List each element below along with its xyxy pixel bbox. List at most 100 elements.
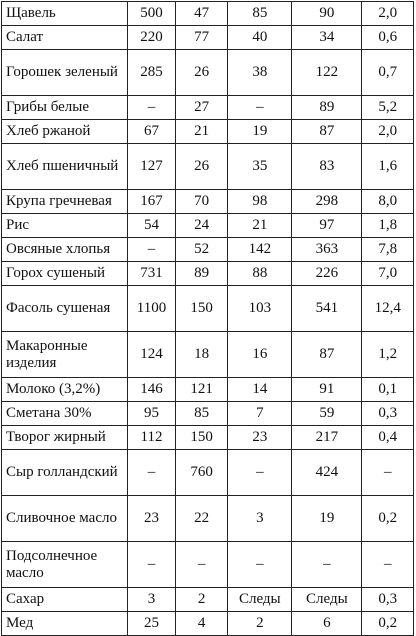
value-cell: 7 (227, 401, 293, 426)
value-cell: – (127, 449, 176, 496)
value-cell: 85 (227, 1, 293, 26)
product-name-cell: Грибы белые (0, 95, 129, 120)
value-cell: 89 (174, 261, 229, 286)
value-cell: 21 (227, 213, 293, 238)
product-name-cell: Сливочное масло (0, 495, 129, 542)
product-name-cell: Хлеб ржаной (0, 119, 129, 144)
value-cell: 14 (227, 377, 293, 402)
value-cell: 97 (291, 213, 363, 238)
table-row: Сахар 3 2 Следы Следы 0,3 (0, 587, 414, 612)
value-cell: 87 (291, 331, 363, 378)
value-cell: 2 (174, 587, 229, 612)
value-cell: 500 (127, 1, 176, 26)
value-cell: 3 (227, 495, 293, 542)
product-name-cell: Сахар (0, 587, 129, 612)
value-cell: 363 (291, 237, 363, 262)
value-cell: 21 (174, 119, 229, 144)
value-cell: 26 (174, 143, 229, 190)
value-cell: 54 (127, 213, 176, 238)
value-cell: Следы (291, 587, 363, 612)
value-cell: 0,4 (361, 425, 414, 450)
value-cell: – (127, 237, 176, 262)
value-cell: 7,8 (361, 237, 414, 262)
value-cell: 23 (227, 425, 293, 450)
value-cell: 52 (174, 237, 229, 262)
value-cell: Следы (227, 587, 293, 612)
table-row: Мед 25 4 2 6 0,2 (0, 611, 414, 636)
value-cell: 85 (174, 401, 229, 426)
value-cell: 38 (227, 49, 293, 96)
value-cell: 70 (174, 189, 229, 214)
product-name-cell: Рис (0, 213, 129, 238)
value-cell: 1100 (127, 285, 176, 332)
value-cell: – (174, 541, 229, 588)
value-cell: – (227, 449, 293, 496)
product-name-cell: Хлеб пшеничный (0, 143, 129, 190)
value-cell: 98 (227, 189, 293, 214)
product-name-cell: Мед (0, 611, 129, 636)
value-cell: – (227, 541, 293, 588)
value-cell: 285 (127, 49, 176, 96)
value-cell: 2 (227, 611, 293, 636)
table-row: Хлеб ржаной 67 21 19 87 2,0 (0, 119, 414, 144)
value-cell: 26 (174, 49, 229, 96)
value-cell: 19 (291, 495, 363, 542)
table-row: Творог жирный 112 150 23 217 0,4 (0, 425, 414, 450)
value-cell: 90 (291, 1, 363, 26)
value-cell: 95 (127, 401, 176, 426)
table-row: Крупа гречневая 167 70 98 298 8,0 (0, 189, 414, 214)
value-cell: 167 (127, 189, 176, 214)
value-cell: 1,6 (361, 143, 414, 190)
value-cell: 0,6 (361, 25, 414, 50)
value-cell: – (361, 541, 414, 588)
value-cell: 0,3 (361, 401, 414, 426)
value-cell: – (227, 95, 293, 120)
value-cell: 0,2 (361, 611, 414, 636)
value-cell: – (291, 541, 363, 588)
value-cell: 5,2 (361, 95, 414, 120)
table-row: Рис 54 24 21 97 1,8 (0, 213, 414, 238)
value-cell: 541 (291, 285, 363, 332)
table-row: Сыр голландский –760–424– (0, 449, 414, 496)
value-cell: 83 (291, 143, 363, 190)
value-cell: – (127, 95, 176, 120)
value-cell: 150 (174, 425, 229, 450)
value-cell: 34 (291, 25, 363, 50)
value-cell: 121 (174, 377, 229, 402)
table-row: Молоко (3,2%) 146 121 14 91 0,1 (0, 377, 414, 402)
value-cell: 8,0 (361, 189, 414, 214)
value-cell: 2,0 (361, 1, 414, 26)
value-cell: 142 (227, 237, 293, 262)
product-name-cell: Макаронные изделия (0, 331, 129, 378)
value-cell: – (361, 449, 414, 496)
value-cell: 1,8 (361, 213, 414, 238)
value-cell: 2,0 (361, 119, 414, 144)
table-row: Горошек зеленый 285 26 38 122 0,7 (0, 49, 414, 96)
value-cell: 40 (227, 25, 293, 50)
value-cell: 146 (127, 377, 176, 402)
product-name-cell: Овсяные хлопья (0, 237, 129, 262)
value-cell: 112 (127, 425, 176, 450)
value-cell: 89 (291, 95, 363, 120)
product-name-cell: Молоко (3,2%) (0, 377, 129, 402)
product-name-cell: Фасоль сушеная (0, 285, 129, 332)
table-row: Салат 220 77 40 34 0,6 (0, 25, 414, 50)
value-cell: 27 (174, 95, 229, 120)
product-name-cell: Щавель (0, 1, 129, 26)
value-cell: 67 (127, 119, 176, 144)
table-row: Сметана 30% 95 85 7 59 0,3 (0, 401, 414, 426)
product-name-cell: Подсолнечное масло (0, 541, 129, 588)
table-row: Подсолнечное масло – – – – – (0, 541, 414, 588)
value-cell: 150 (174, 285, 229, 332)
value-cell: 35 (227, 143, 293, 190)
product-name-cell: Салат (0, 25, 129, 50)
product-name-cell: Крупа гречневая (0, 189, 129, 214)
table-row: Горох сушеный 731 89 88 226 7,0 (0, 261, 414, 286)
table-row: Макаронные изделия 124 18 16 87 1,2 (0, 331, 414, 378)
value-cell: 424 (291, 449, 363, 496)
value-cell: 760 (174, 449, 229, 496)
value-cell: 91 (291, 377, 363, 402)
product-name-cell: Творог жирный (0, 425, 129, 450)
value-cell: 124 (127, 331, 176, 378)
